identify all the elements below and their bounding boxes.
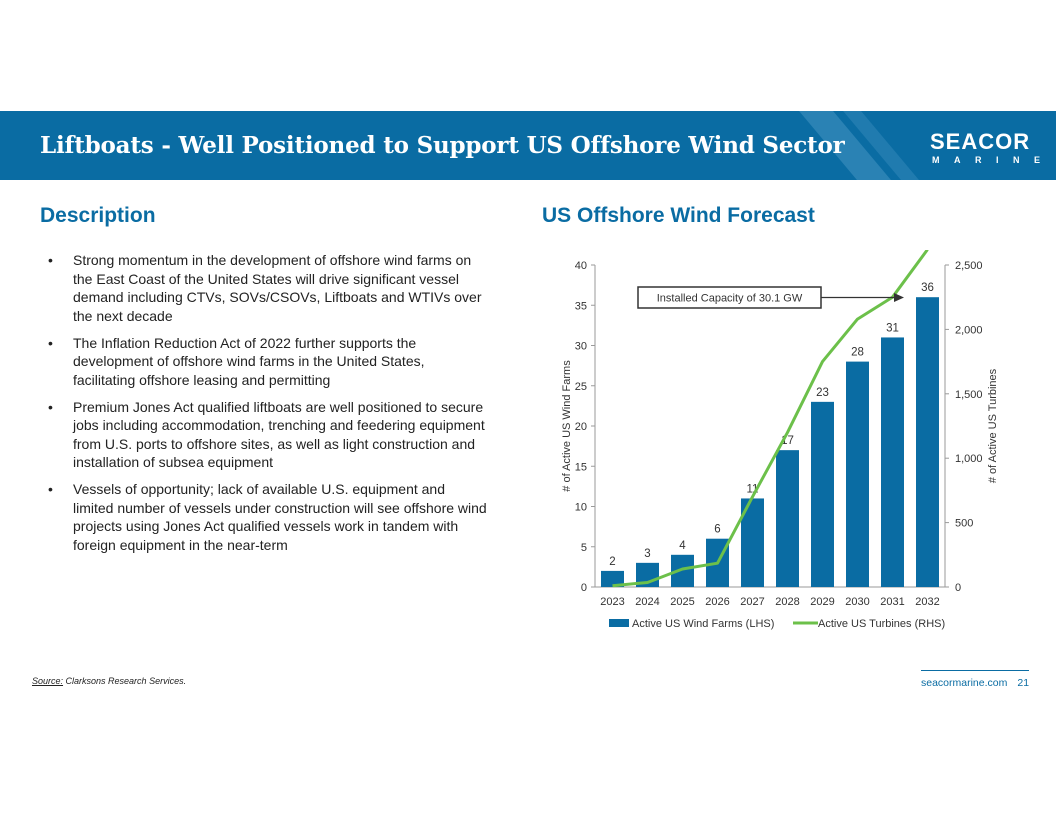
x-tick-label: 2024	[635, 596, 659, 608]
x-tick-label: 2032	[915, 596, 939, 608]
legend-swatch-bars	[609, 619, 629, 627]
source-label: Source:	[32, 676, 64, 686]
list-item: • The Inflation Reduction Act of 2022 fur…	[48, 334, 488, 390]
annotation-label: Installed Capacity of 30.1 GW	[657, 293, 803, 305]
bar	[916, 297, 939, 587]
right-tick-label: 2,500	[955, 260, 983, 272]
wind-forecast-chart: 051015202530354005001,0001,5002,0002,500…	[561, 250, 999, 630]
description-list: • Strong momentum in the development of o…	[48, 251, 488, 563]
page-title: Liftboats - Well Positioned to Support U…	[40, 132, 845, 159]
bar	[811, 401, 834, 587]
footer-right: seacormarine.com 21	[921, 677, 1029, 689]
y-axis-label-right: # of Active US Turbines	[987, 368, 999, 483]
x-tick-label: 2026	[705, 596, 729, 608]
left-tick-label: 40	[575, 260, 587, 272]
website-link[interactable]: seacormarine.com	[921, 677, 1008, 689]
bar-value-label: 31	[886, 322, 899, 334]
bar	[671, 554, 694, 587]
left-tick-label: 30	[575, 341, 587, 353]
bullet-marker: •	[48, 398, 53, 415]
company-logo[interactable]: SEACOR MARINE	[930, 131, 1055, 167]
bullet-marker: •	[48, 481, 53, 497]
page-number: 21	[1017, 677, 1030, 689]
logo-subword: MARINE	[932, 155, 1055, 165]
bar-value-label: 36	[921, 282, 934, 294]
bar	[601, 570, 624, 587]
bar-value-label: 11	[747, 483, 759, 495]
x-tick-label: 2028	[775, 596, 799, 608]
left-tick-label: 15	[575, 461, 587, 473]
legend-label-line: Active US Turbines (RHS)	[818, 618, 945, 630]
legend-label-bars: Active US Wind Farms (LHS)	[632, 618, 774, 630]
bar-value-label: 4	[679, 540, 686, 552]
logo-word: SEACOR	[930, 129, 1031, 154]
bar-value-label: 3	[644, 548, 650, 560]
bar-value-label: 23	[816, 387, 829, 399]
x-tick-label: 2029	[810, 596, 834, 608]
x-tick-label: 2027	[740, 596, 764, 608]
list-item: • Vessels of opportunity; lack of availab…	[48, 480, 488, 554]
bullet-marker: •	[48, 252, 53, 268]
right-tick-label: 2,000	[955, 324, 983, 336]
right-tick-label: 1,000	[955, 453, 983, 465]
right-tick-label: 0	[955, 582, 961, 594]
bar	[741, 498, 764, 587]
x-tick-label: 2023	[600, 596, 624, 608]
bar	[776, 450, 799, 587]
bar-value-label: 28	[851, 347, 864, 359]
source-text: Clarksons Research Services.	[63, 676, 187, 686]
right-tick-label: 500	[955, 518, 973, 530]
bar	[846, 361, 869, 587]
bullet-text: Vessels of opportunity; lack of availabl…	[73, 481, 487, 553]
list-item: • Strong momentum in the development of o…	[48, 251, 488, 325]
bullet-marker: •	[48, 334, 53, 351]
right-tick-label: 1,500	[955, 389, 983, 401]
bullet-text: The Inflation Reduction Act of 2022 furt…	[73, 334, 425, 388]
left-tick-label: 25	[575, 381, 587, 393]
bullet-text: Premium Jones Act qualified liftboats ar…	[73, 398, 485, 471]
left-tick-label: 0	[581, 582, 587, 594]
footer-divider	[921, 670, 1029, 671]
x-tick-label: 2031	[880, 596, 904, 608]
x-tick-label: 2025	[670, 596, 694, 608]
bar	[881, 337, 904, 587]
left-tick-label: 10	[575, 502, 587, 514]
bar-value-label: 2	[609, 556, 615, 568]
list-item: • Premium Jones Act qualified liftboats a…	[48, 398, 488, 472]
title-banner	[0, 111, 1056, 180]
left-tick-label: 35	[575, 300, 587, 312]
source-note: Source: Clarksons Research Services.	[32, 676, 186, 686]
x-tick-label: 2030	[845, 596, 869, 608]
description-heading: Description	[40, 204, 156, 227]
left-tick-label: 20	[575, 421, 587, 433]
y-axis-label-left: # of Active US Wind Farms	[561, 360, 573, 492]
forecast-heading: US Offshore Wind Forecast	[542, 204, 815, 227]
annotation-arrow-head	[894, 293, 904, 302]
bullet-text: Strong momentum in the development of of…	[73, 252, 482, 324]
bar-value-label: 6	[714, 524, 720, 536]
turbines-line	[612, 250, 929, 588]
left-tick-label: 5	[581, 542, 587, 554]
